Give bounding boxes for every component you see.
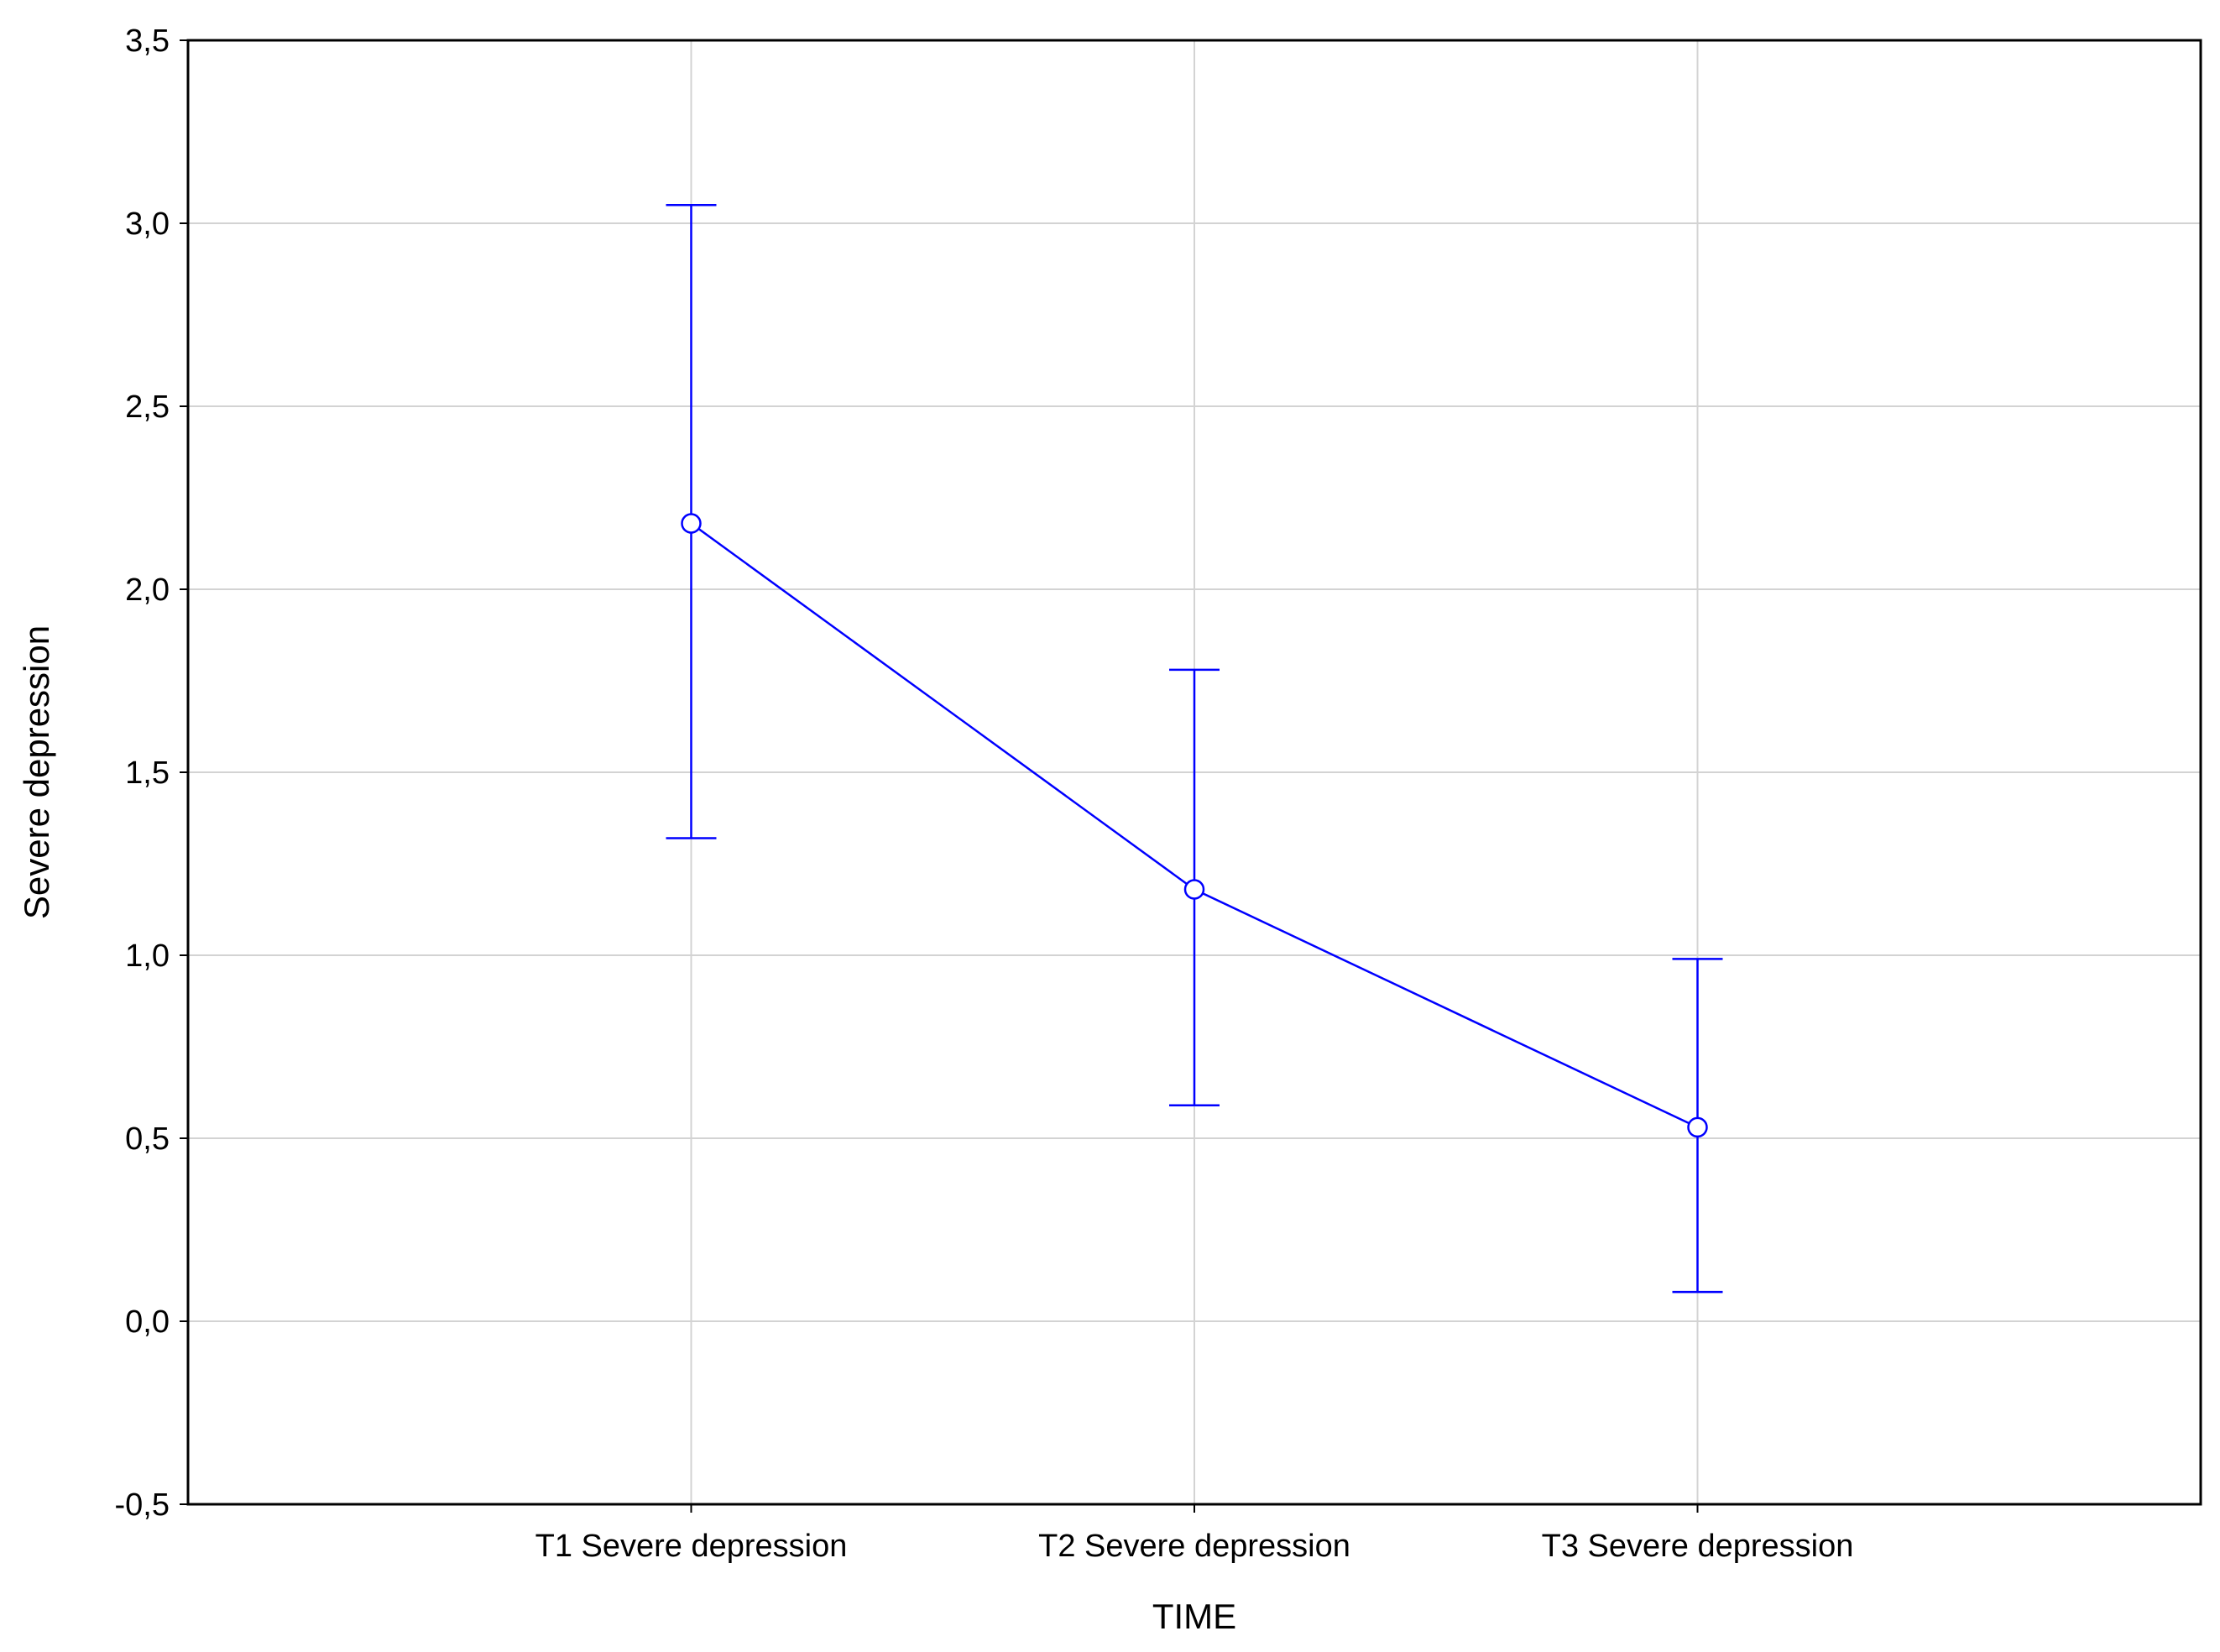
series-layer <box>666 203 1723 1294</box>
y-tick-label: 2,0 <box>125 572 170 608</box>
y-tick-label: 2,5 <box>125 389 170 425</box>
data-point <box>681 513 702 534</box>
data-point <box>1183 879 1205 900</box>
x-tick-label: T2 Severe depression <box>1038 1529 1350 1564</box>
x-tick-label: T1 Severe depression <box>535 1529 848 1564</box>
x-axis-title: TIME <box>1152 1597 1236 1636</box>
data-point <box>1687 1116 1708 1138</box>
y-tick-label: 1,0 <box>125 938 170 974</box>
x-axis-ticks: T1 Severe depression T2 Severe depression… <box>535 1504 1854 1564</box>
y-tick-label: -0,5 <box>115 1487 170 1523</box>
y-tick-label: 0,0 <box>125 1304 170 1340</box>
x-tick-label: T3 Severe depression <box>1542 1529 1854 1564</box>
y-axis-ticks: -0,5 0,0 0,5 1,0 1,5 2,0 2,5 3,0 3,5 <box>115 24 188 1523</box>
y-tick-label: 1,5 <box>125 755 170 791</box>
y-tick-label: 0,5 <box>125 1121 170 1157</box>
y-axis-title: Severe depression <box>17 625 56 919</box>
y-tick-label: 3,5 <box>125 24 170 59</box>
y-tick-label: 3,0 <box>125 206 170 242</box>
